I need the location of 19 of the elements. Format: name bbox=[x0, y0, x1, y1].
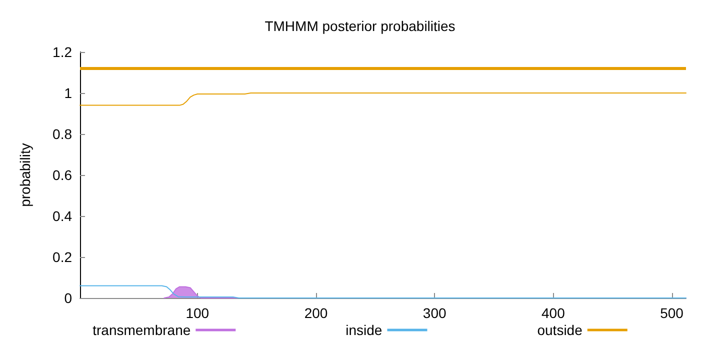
y-tick-label: 1 bbox=[64, 85, 72, 101]
y-tick-label: 0.4 bbox=[52, 208, 72, 224]
legend-label: inside bbox=[346, 322, 382, 338]
x-tick-label: 400 bbox=[542, 305, 566, 321]
x-tick-label: 300 bbox=[422, 305, 446, 321]
line-series bbox=[80, 285, 686, 298]
y-axis-title: probability bbox=[17, 143, 33, 207]
chart-title: TMHMM posterior probabilities bbox=[264, 18, 456, 34]
y-tick-label: 0.6 bbox=[52, 167, 72, 183]
legend-label: transmembrane bbox=[92, 322, 191, 338]
y-tick-label: 0.8 bbox=[52, 126, 72, 142]
y-tick-label: 1.2 bbox=[52, 44, 72, 60]
line-series bbox=[80, 92, 686, 106]
legend-label: outside bbox=[537, 322, 583, 338]
y-tick-label: 0 bbox=[64, 290, 72, 306]
y-tick-label: 0.2 bbox=[52, 249, 72, 265]
x-tick-label: 500 bbox=[660, 305, 684, 321]
x-tick-label: 100 bbox=[186, 305, 210, 321]
x-tick-label: 200 bbox=[304, 305, 328, 321]
